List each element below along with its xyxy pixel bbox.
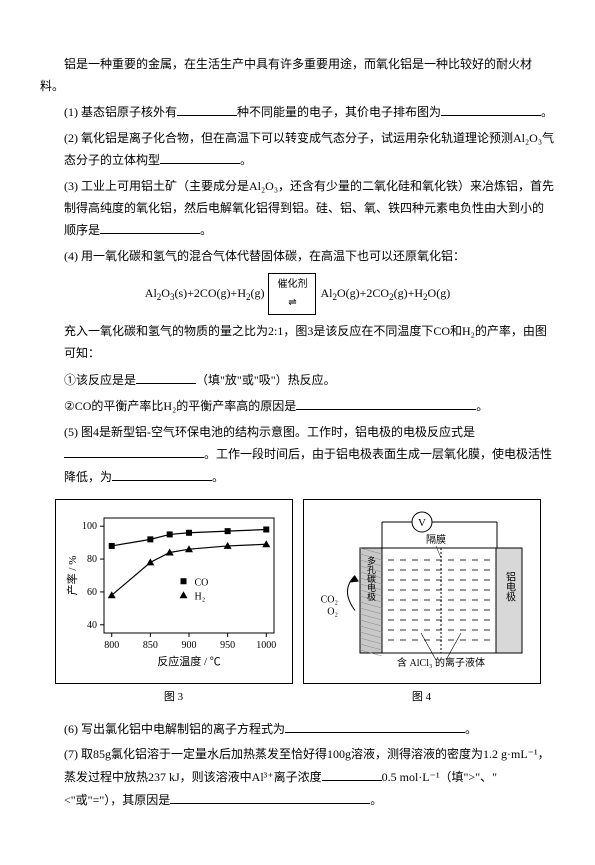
q4a2-b: 。 (476, 399, 488, 413)
blank-1[interactable] (177, 101, 237, 116)
intro-text: 铝是一种重要的金属，在生活生产中具有许多重要用途，而氧化铝是一种比较好的耐火材料… (40, 57, 532, 93)
q4a2-a: ②CO的平衡产率比H₂的平衡产率高的原因是 (64, 399, 296, 413)
svg-text:H₂: H₂ (194, 591, 205, 602)
svg-text:铝电极: 铝电极 (503, 571, 515, 602)
q4a2: ②CO的平衡产率比H₂的平衡产率高的原因是 。 (64, 395, 555, 418)
svg-text:100: 100 (82, 521, 97, 532)
svg-text:反应温度 / ℃: 反应温度 / ℃ (157, 654, 221, 668)
blank-6[interactable] (296, 395, 476, 410)
svg-text:O₂: O₂ (327, 606, 338, 617)
svg-text:60: 60 (87, 586, 97, 597)
q4a-text: 充入一氧化碳和氢气的物质的量之比为2:1，图3是该反应在不同温度下CO和H₂的产… (64, 324, 547, 360)
blank-10[interactable] (322, 766, 382, 781)
svg-text:900: 900 (181, 640, 196, 651)
fig4-caption: 图 4 (303, 688, 541, 708)
svg-text:隔膜: 隔膜 (426, 534, 446, 546)
blank-9[interactable] (285, 718, 465, 733)
q4a: 充入一氧化碳和氢气的物质的量之比为2:1，图3是该反应在不同温度下CO和H₂的产… (64, 321, 555, 364)
q3-b: 。 (200, 223, 212, 237)
q4-text: (4) 用一氧化碳和氢气的混合气体代替固体碳，在高温下也可以还原氧化铝： (64, 249, 465, 263)
blank-5[interactable] (136, 369, 196, 384)
q5-c: 。 (212, 470, 224, 484)
q6-b: 。 (465, 722, 477, 736)
q1-a: (1) 基态铝原子核外有 (64, 105, 177, 119)
q1-b: 种不同能量的电子，其价电子排布图为 (237, 105, 441, 119)
catalyst-label: 催化剂 (277, 279, 307, 290)
q4a1: ①该反应是是 （填"放"或"吸"）热反应。 (64, 369, 555, 392)
q4: (4) 用一氧化碳和氢气的混合气体代替固体碳，在高温下也可以还原氧化铝： (64, 246, 555, 268)
blank-4[interactable] (100, 219, 200, 234)
svg-text:80: 80 (87, 554, 97, 565)
q2-a: (2) 氧化铝是离子化合物，但在高温下可以转变成气态分子，试运用杂化轨道理论预测… (64, 131, 554, 168)
svg-text:含 AlCl₃ 的离子液体: 含 AlCl₃ 的离子液体 (397, 656, 485, 668)
blank-7[interactable] (64, 443, 204, 458)
q6: (6) 写出氯化铝中电解制铝的离子方程式为 。 (64, 718, 555, 741)
svg-text:V: V (418, 517, 426, 529)
q7: (7) 取85g氯化铝溶于一定量水后加热蒸发至恰好得100g溶液，测得溶液的密度… (64, 744, 555, 811)
blank-2[interactable] (441, 101, 541, 116)
figure-3: 40 60 80 100 800 850 900 950 1000 反应温度 / ℃ 产率 / % C… (55, 499, 293, 708)
blank-3[interactable] (160, 149, 240, 164)
svg-text:多孔碳电极: 多孔碳电极 (366, 554, 376, 601)
svg-text:产率 / %: 产率 / % (65, 555, 79, 595)
q1-c: 。 (541, 105, 553, 119)
q2: (2) 氧化铝是离子化合物，但在高温下可以转变成气态分子，试运用杂化轨道理论预测… (64, 128, 555, 172)
blank-8[interactable] (112, 466, 212, 481)
q4-equation: Al2O3(s)+2CO(g)+H2(g)催化剂⇌Al2O(g)+2CO2(g)… (40, 273, 555, 315)
q3: (3) 工业上可用铝土矿（主要成分是Al₂O₃，还含有少量的二氧化硅和氧化铁）来… (64, 176, 555, 242)
q2-b: 。 (240, 153, 252, 167)
figure-4: V隔膜铝电极 多孔碳电极 CO₂O₂ 含 AlCl₃ 的离子液体 图 4 (303, 499, 541, 708)
q4a1-a: ①该反应是是 (64, 373, 136, 387)
svg-text:850: 850 (142, 640, 157, 651)
svg-text:CO₂: CO₂ (320, 594, 337, 605)
catalyst-arrow: 催化剂⇌ (268, 273, 316, 315)
q5: (5) 图4是新型铝-空气环保电池的结构示意图。工作时，铝电极的电极反应式是。工… (64, 422, 555, 489)
svg-text:950: 950 (220, 640, 235, 651)
q6-a: (6) 写出氯化铝中电解制铝的离子方程式为 (64, 722, 285, 736)
svg-text:800: 800 (104, 640, 119, 651)
q1: (1) 基态铝原子核外有 种不同能量的电子，其价电子排布图为 。 (64, 101, 555, 124)
q4a1-b: （填"放"或"吸"）热反应。 (196, 373, 336, 387)
q5-a: (5) 图4是新型铝-空气环保电池的结构示意图。工作时，铝电极的电极反应式是 (64, 425, 475, 439)
svg-text:40: 40 (87, 619, 97, 630)
fig3-caption: 图 3 (55, 688, 293, 708)
svg-text:CO: CO (194, 577, 208, 588)
q7-c: 。 (370, 793, 382, 807)
blank-11[interactable] (170, 789, 370, 804)
svg-text:1000: 1000 (256, 640, 276, 651)
